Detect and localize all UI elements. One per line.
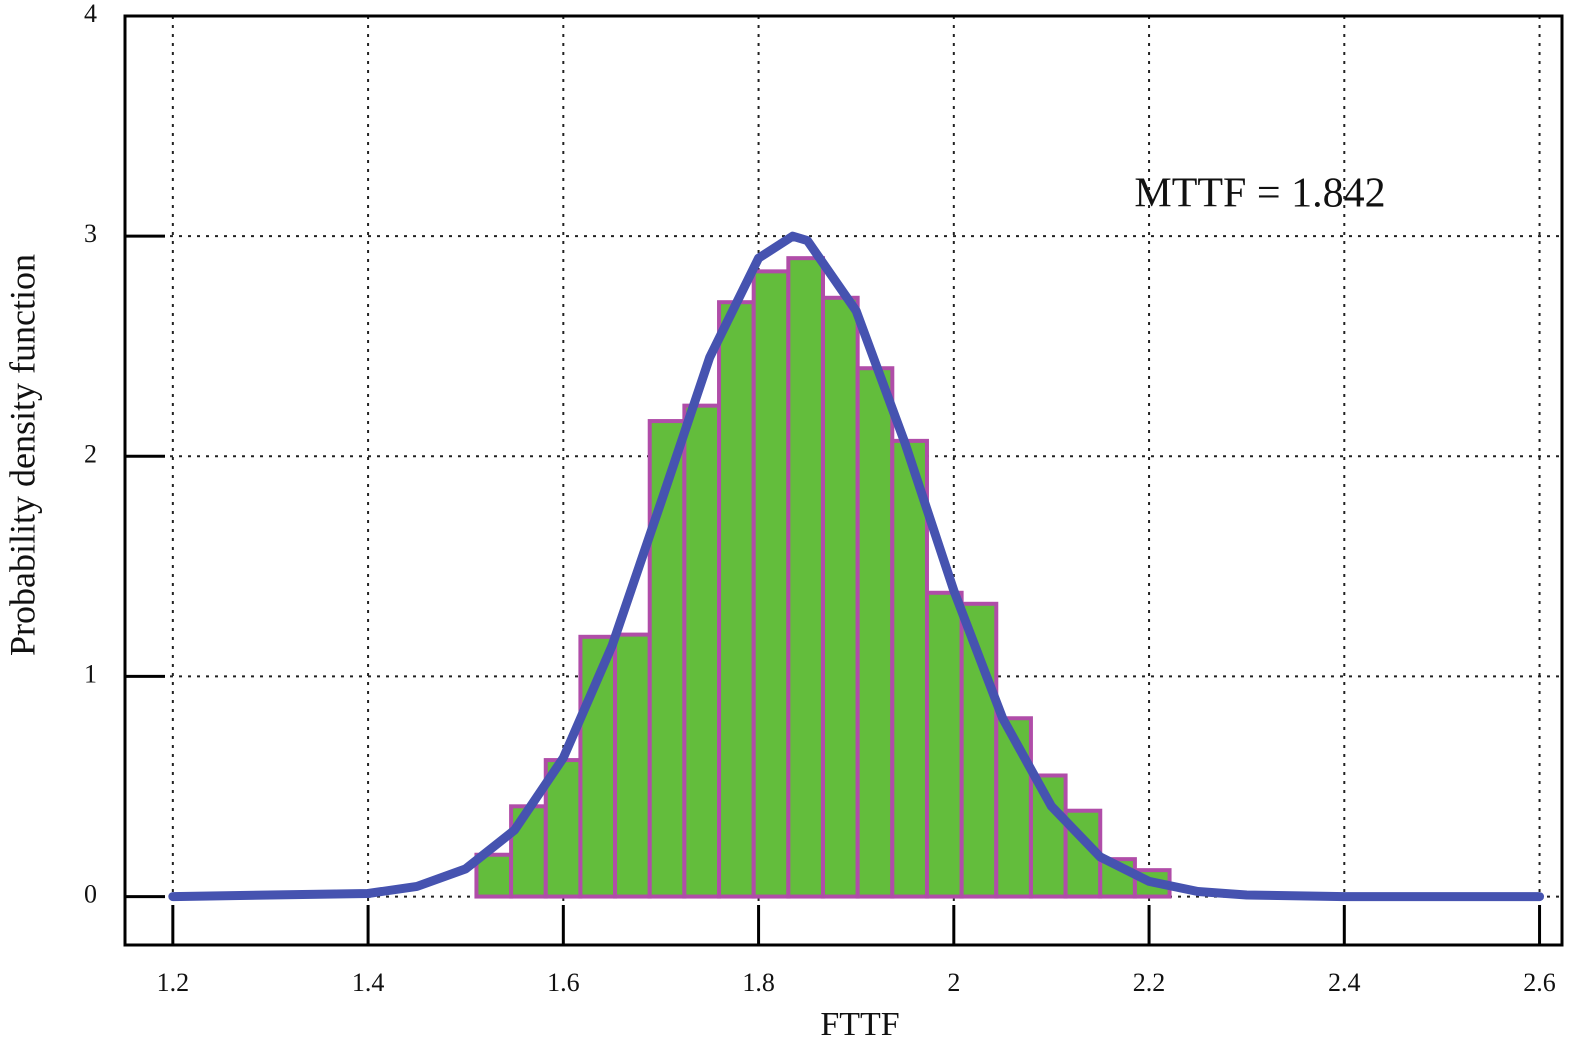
histogram-bar — [717, 300, 756, 899]
histogram-bar — [786, 256, 825, 899]
y-axis-label: Probability density function — [2, 254, 42, 656]
y-tick-label: 2 — [84, 439, 97, 468]
x-tick-label: 1.8 — [742, 968, 775, 997]
fit-curve — [168, 231, 1545, 902]
x-tick-label: 2 — [947, 968, 960, 997]
annotation: MTTF = 1.842 — [1134, 171, 1385, 217]
y-tick-label: 1 — [84, 659, 97, 688]
x-tick-label: 2.2 — [1133, 968, 1166, 997]
x-tick-label: 1.6 — [547, 968, 580, 997]
histogram-bar — [855, 366, 895, 899]
histogram-bar — [820, 295, 860, 899]
y-tick-label: 3 — [84, 219, 97, 248]
x-axis-label: FTTF — [820, 1006, 899, 1043]
histogram-bar — [890, 438, 929, 899]
x-tick-label: 1.2 — [157, 968, 190, 997]
plot-frame — [123, 14, 1564, 947]
y-tick-label: 0 — [84, 880, 97, 909]
histogram-bar — [613, 632, 652, 899]
histogram-bar — [682, 403, 722, 899]
histogram-bar — [751, 269, 791, 899]
x-tick-label: 1.4 — [352, 968, 385, 997]
x-tick-label: 2.6 — [1523, 968, 1556, 997]
y-tick-label: 4 — [84, 0, 97, 28]
x-tick-label: 2.4 — [1328, 968, 1361, 997]
histogram-bar — [924, 590, 964, 899]
